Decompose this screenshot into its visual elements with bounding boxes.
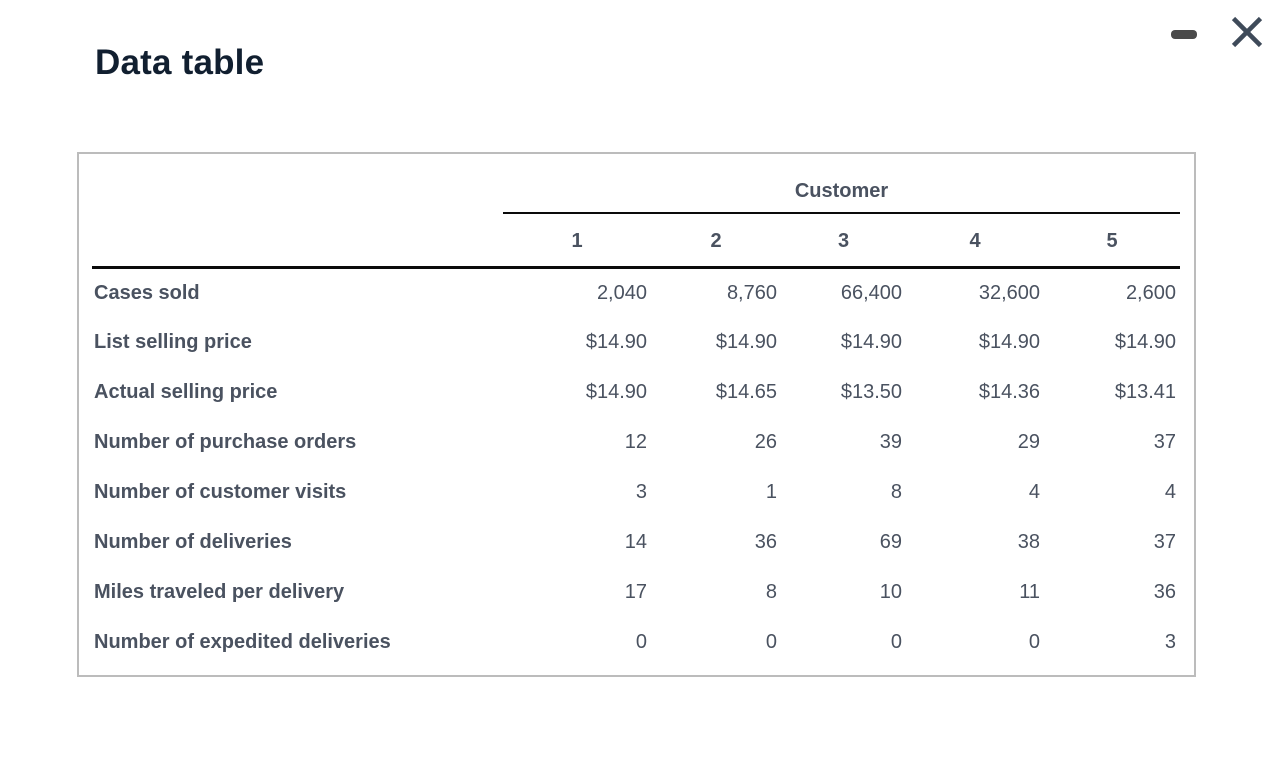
table-cell: 36	[1153, 581, 1176, 603]
table-cell: 17	[624, 581, 647, 603]
minimize-icon	[1171, 30, 1197, 39]
table-row-purchase-orders: Number of purchase orders 12 26 39 29 37	[92, 418, 1180, 468]
table-cell: 8	[890, 481, 902, 503]
table-row-deliveries: Number of deliveries 14 36 69 38 37	[92, 518, 1180, 568]
row-label: Number of purchase orders	[94, 431, 357, 453]
table-row-cases-sold: Cases sold 2,040 8,760 66,400 32,600 2,6…	[92, 268, 1180, 318]
column-header-3: 3	[781, 213, 906, 269]
table-cell: 29	[1017, 431, 1040, 453]
customer-group-header: Customer	[503, 180, 1180, 214]
table-cell: 66,400	[840, 281, 902, 304]
table-cell: $14.36	[978, 381, 1040, 403]
table-cell: $13.50	[840, 381, 902, 403]
table-cell: 8	[765, 581, 777, 603]
table-cell: 32,600	[978, 281, 1040, 304]
table-cell: 0	[635, 631, 647, 653]
page-title: Data table	[95, 43, 265, 82]
table-cell: 37	[1153, 531, 1176, 553]
table-cell: 0	[1028, 631, 1040, 653]
row-label: Number of customer visits	[94, 481, 347, 503]
column-header-2: 2	[651, 213, 781, 269]
table-row-miles-per-delivery: Miles traveled per delivery 17 8 10 11 3…	[92, 568, 1180, 618]
column-header-1: 1	[503, 213, 651, 269]
table-cell: 14	[624, 531, 647, 553]
table-row-list-selling-price: List selling price $14.90 $14.90 $14.90 …	[92, 318, 1180, 368]
table-cell: 0	[890, 631, 902, 653]
table-cell: 10	[879, 581, 902, 603]
column-header-5: 5	[1044, 213, 1180, 269]
row-label: Number of expedited deliveries	[94, 631, 391, 653]
row-label: Miles traveled per delivery	[94, 581, 345, 603]
close-button[interactable]	[1227, 12, 1267, 52]
table-cell: 36	[754, 531, 777, 553]
close-icon	[1231, 16, 1263, 48]
table-cell: $14.90	[585, 381, 647, 403]
table-cell: 39	[879, 431, 902, 453]
group-header-row: Customer	[92, 180, 1180, 214]
minimize-button[interactable]	[1165, 22, 1203, 47]
table-row-customer-visits: Number of customer visits 3 1 8 4 4	[92, 468, 1180, 518]
row-label: Actual selling price	[94, 381, 278, 403]
column-header-spacer	[92, 213, 503, 269]
table-cell: $14.90	[1114, 331, 1176, 353]
table-cell: 2,600	[1125, 281, 1176, 304]
table-cell: $14.90	[978, 331, 1040, 353]
row-label: Cases sold	[94, 281, 200, 304]
table-row-actual-selling-price: Actual selling price $14.90 $14.65 $13.5…	[92, 368, 1180, 418]
row-label: List selling price	[94, 331, 252, 353]
data-table-card: Customer 1 2 3 4 5 Cases sold 2,040 8,76…	[77, 152, 1196, 677]
table-cell: 69	[879, 531, 902, 553]
table-cell: 4	[1164, 481, 1176, 503]
table-cell: 4	[1028, 481, 1040, 503]
table-cell: $14.65	[715, 381, 777, 403]
table-cell: 12	[624, 431, 647, 453]
table-row-expedited-deliveries: Number of expedited deliveries 0 0 0 0 3	[92, 618, 1180, 668]
table-cell: 1	[765, 481, 777, 503]
table-cell: 0	[765, 631, 777, 653]
data-table: Customer 1 2 3 4 5 Cases sold 2,040 8,76…	[92, 180, 1180, 668]
column-header-row: 1 2 3 4 5	[92, 213, 1180, 269]
table-cell: 11	[1019, 581, 1040, 603]
table-cell: 2,040	[596, 281, 647, 304]
column-header-4: 4	[906, 213, 1044, 269]
table-cell: $14.90	[585, 331, 647, 353]
table-cell: $14.90	[715, 331, 777, 353]
table-cell: 3	[635, 481, 647, 503]
row-label: Number of deliveries	[94, 531, 292, 553]
table-cell: 3	[1164, 631, 1176, 653]
table-cell: 37	[1153, 431, 1176, 453]
table-cell: 8,760	[726, 281, 777, 304]
group-header-spacer	[92, 180, 503, 213]
table-cell: 38	[1017, 531, 1040, 553]
table-cell: 26	[754, 431, 777, 453]
table-cell: $13.41	[1114, 381, 1176, 403]
table-cell: $14.90	[840, 331, 902, 353]
